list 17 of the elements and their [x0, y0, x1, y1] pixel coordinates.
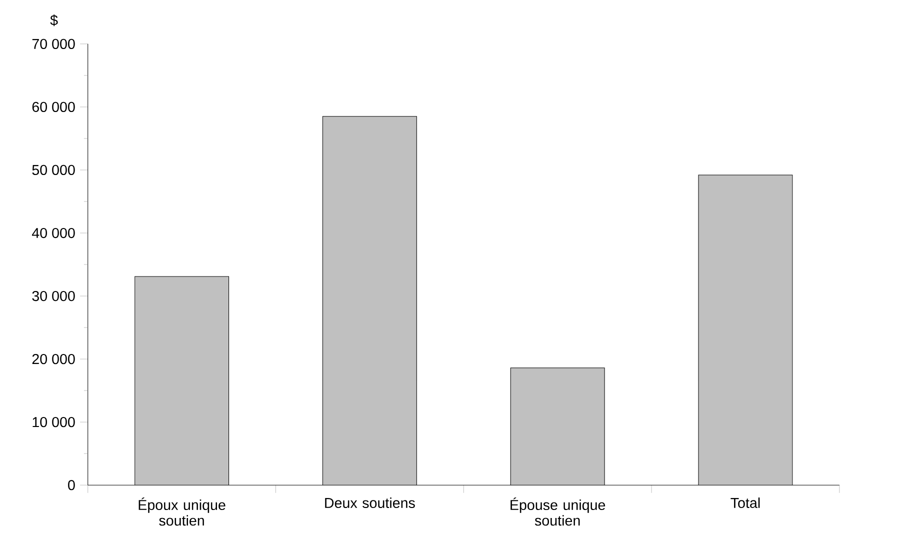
x-tick-label: Épouse unique soutien — [510, 498, 606, 526]
y-tick-label: 60 000 — [32, 102, 75, 112]
bar — [134, 276, 229, 486]
bar — [510, 368, 605, 486]
y-tick-label: 70 000 — [32, 38, 75, 50]
y-tick-label: 40 000 — [32, 228, 75, 238]
x-tick-label: Deux soutiens — [325, 498, 415, 508]
y-axis-title: $ — [50, 14, 58, 26]
x-tick-label: Époux unique soutien — [138, 498, 226, 526]
bar — [322, 116, 417, 486]
y-tick-label: 0 — [68, 480, 75, 490]
y-tick-label: 10 000 — [32, 417, 75, 428]
y-tick-label: 20 000 — [32, 354, 75, 364]
y-tick-label: 50 000 — [32, 164, 75, 176]
x-tick-label: Total — [730, 498, 760, 508]
y-tick-label: 30 000 — [32, 291, 75, 302]
bar — [698, 174, 793, 486]
